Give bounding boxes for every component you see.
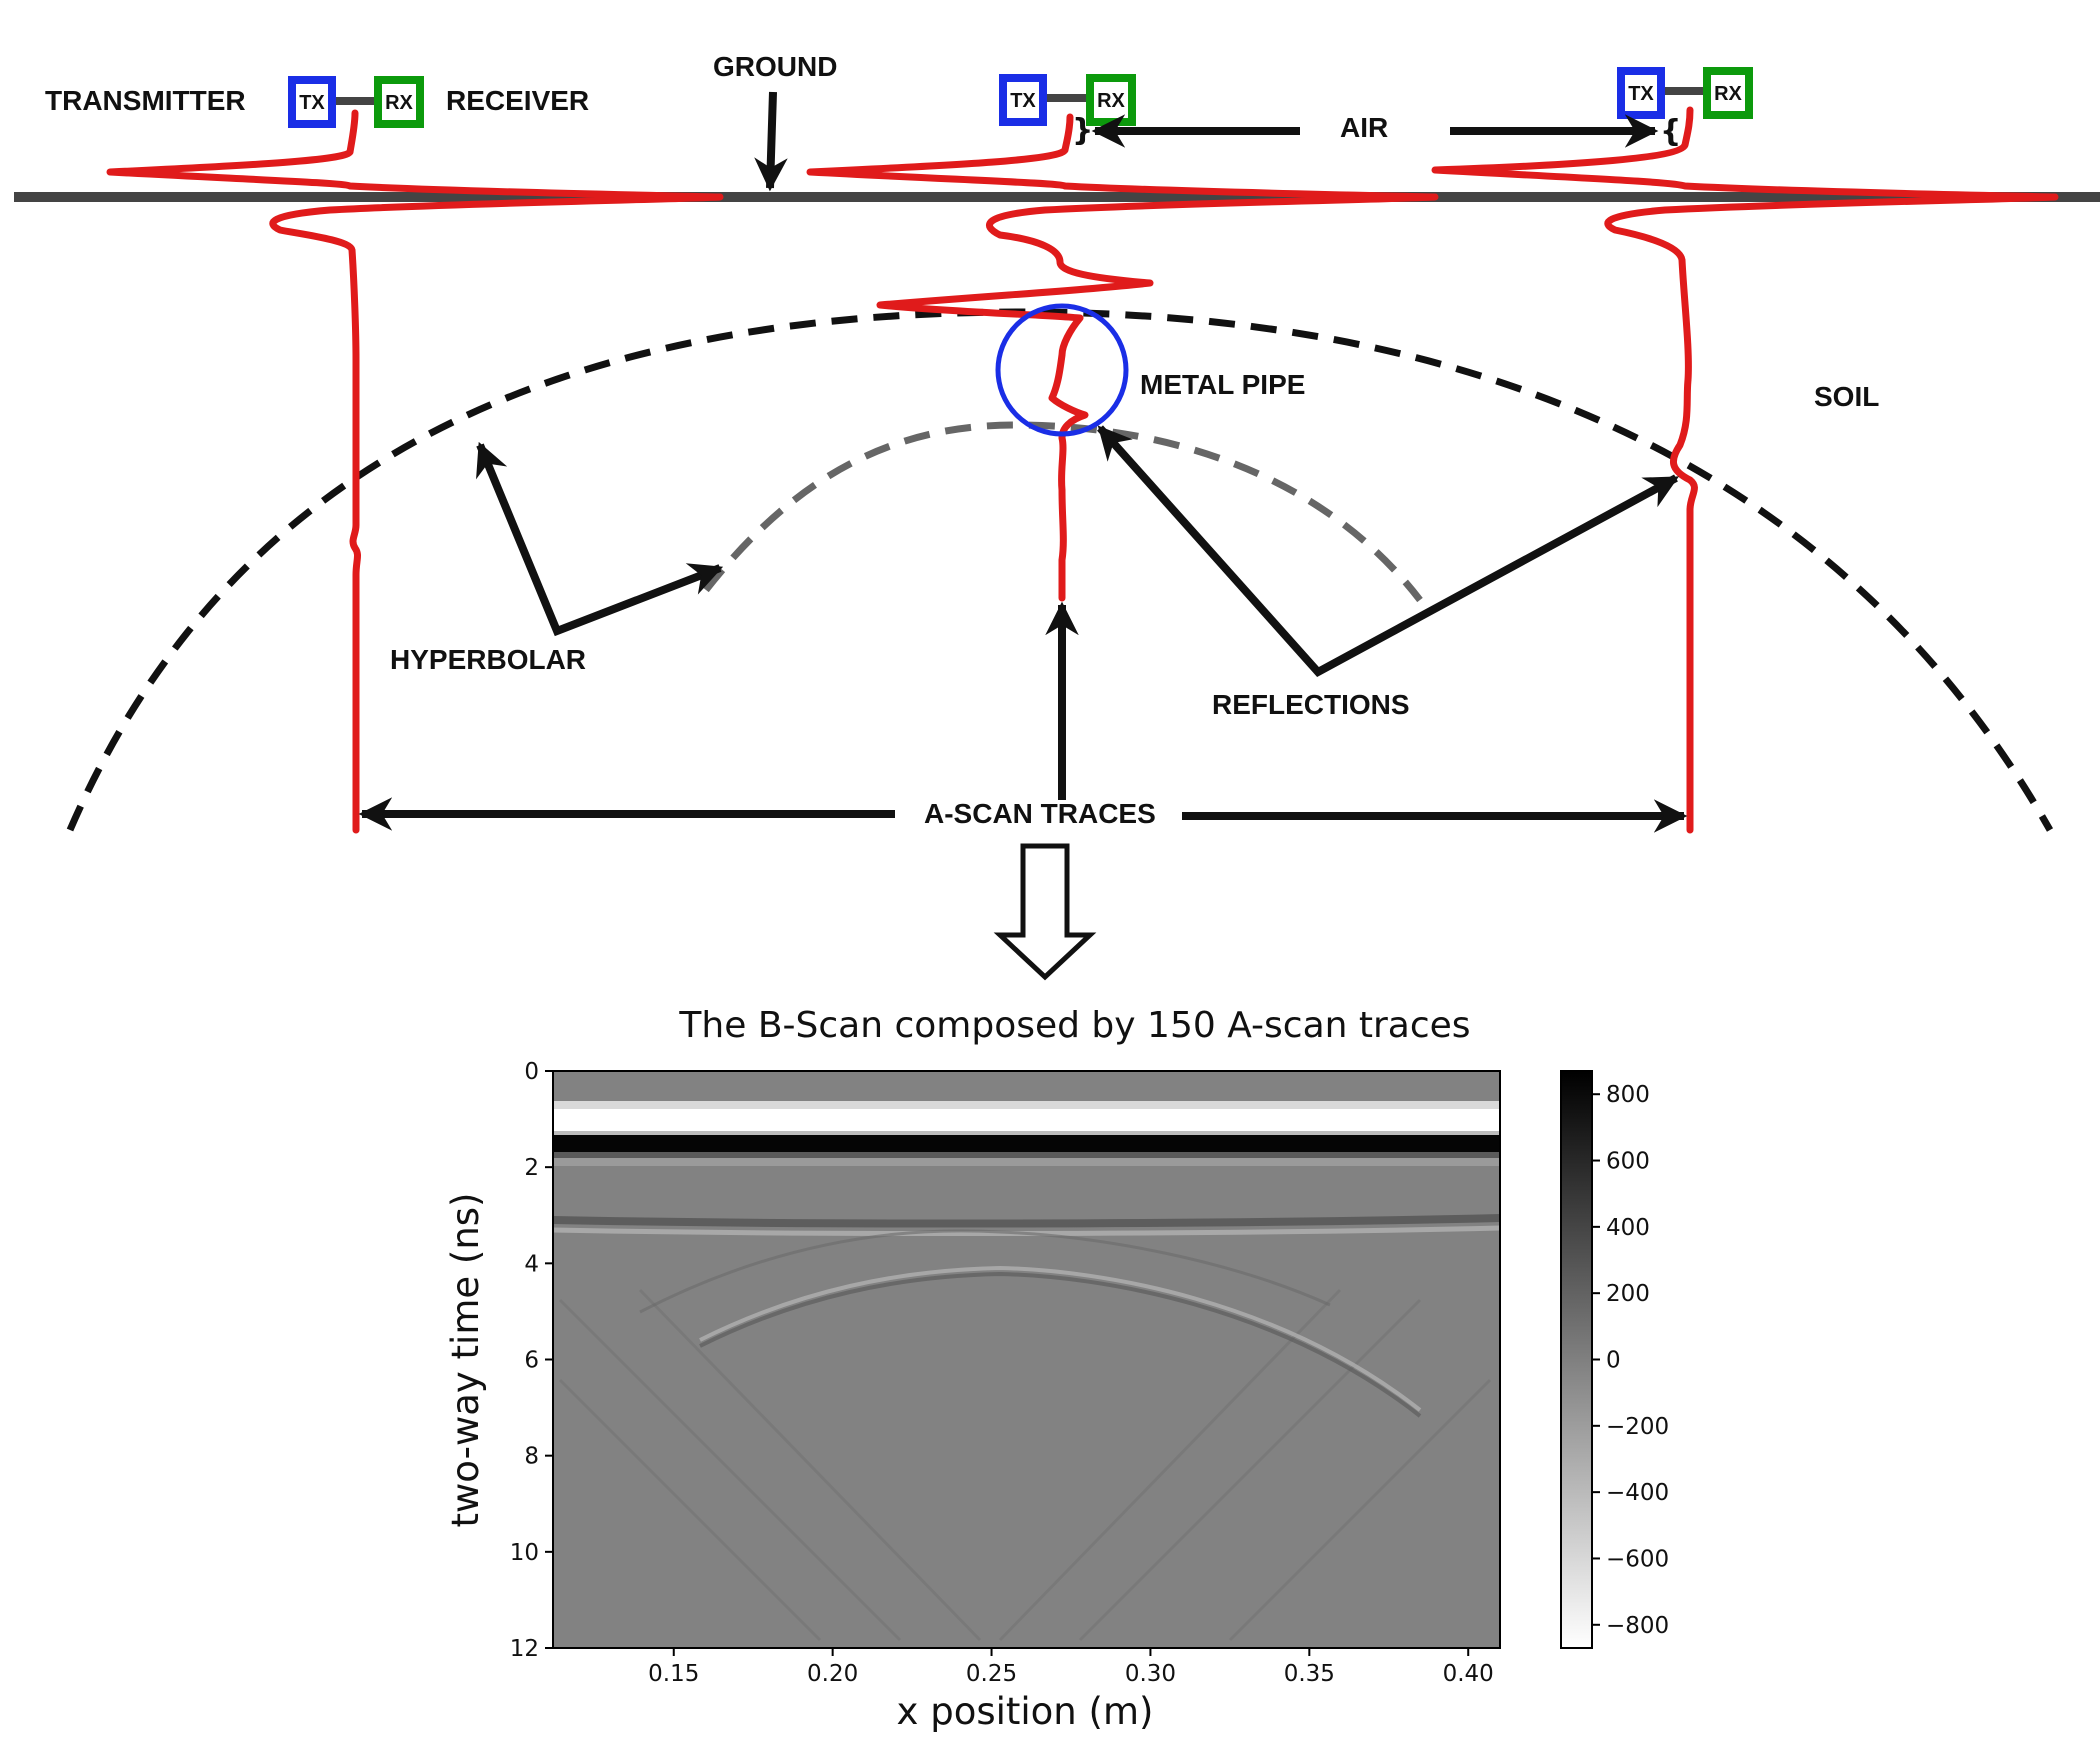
hyperbolar-label: HYPERBOLAR xyxy=(390,644,586,675)
tx-label-2: TX xyxy=(1010,90,1036,112)
rx-label-3: RX xyxy=(1714,83,1742,105)
y-tick-label: 12 xyxy=(510,1636,539,1662)
tx-label-1: TX xyxy=(299,92,325,114)
reflections-arrow xyxy=(1097,425,1679,678)
a-scan-traces-label: A-SCAN TRACES xyxy=(924,798,1156,829)
y-tick-label: 0 xyxy=(524,1059,539,1085)
colorbar: 800 600 400 200 0 −200 −400 −600 −800 xyxy=(1560,1070,1669,1649)
tx-box-1 xyxy=(288,76,336,128)
y-tick-label: 4 xyxy=(524,1251,539,1277)
air-label: AIR xyxy=(1340,112,1388,143)
antenna-pair-1: TX RX xyxy=(288,76,424,128)
down-arrow-icon xyxy=(993,843,1097,981)
x-tick-label: 0.30 xyxy=(1125,1661,1176,1687)
x-tick-label: 0.25 xyxy=(966,1661,1017,1687)
y-tick-label: 8 xyxy=(524,1444,539,1470)
transmitter-label: TRANSMITTER xyxy=(45,85,246,116)
rx-box-3 xyxy=(1703,67,1753,119)
a-scan-trace-2 xyxy=(806,113,1439,602)
y-axis: 0 2 4 6 8 10 12 xyxy=(510,1059,553,1662)
a-scan-trace-1 xyxy=(106,109,724,834)
hyperbolar-arrow xyxy=(476,441,724,637)
colorbar-tick-label: −400 xyxy=(1606,1480,1669,1506)
tx-box-3 xyxy=(1617,67,1665,119)
x-tick-label: 0.40 xyxy=(1443,1661,1494,1687)
air-gap-brace-close: } xyxy=(1072,113,1093,148)
annotation-arrows xyxy=(358,91,1688,833)
y-tick-label: 6 xyxy=(524,1348,539,1374)
chart-title: The B-Scan composed by 150 A-scan traces xyxy=(678,1005,1470,1046)
colorbar-tick-label: 600 xyxy=(1606,1149,1650,1175)
colorbar-gradient xyxy=(1560,1070,1593,1649)
reflections-label: REFLECTIONS xyxy=(1212,689,1410,720)
metal-pipe-circle xyxy=(995,303,1129,437)
y-tick-label: 10 xyxy=(510,1540,539,1566)
colorbar-tick-label: 200 xyxy=(1606,1281,1650,1307)
rx-box-1 xyxy=(374,76,424,128)
ground-label: GROUND xyxy=(713,51,837,82)
tx-label-3: TX xyxy=(1628,83,1654,105)
colorbar-tick-label: 800 xyxy=(1606,1082,1650,1108)
bscan-features xyxy=(553,1101,1500,1642)
rx-label-2: RX xyxy=(1097,90,1125,112)
x-tick-label: 0.35 xyxy=(1284,1661,1335,1687)
x-tick-label: 0.20 xyxy=(807,1661,858,1687)
colorbar-tick-label: −800 xyxy=(1606,1613,1669,1639)
rx-label-1: RX xyxy=(385,92,413,114)
colorbar-tick-label: 400 xyxy=(1606,1215,1650,1241)
colorbar-ticks: 800 600 400 200 0 −200 −400 −600 −800 xyxy=(1592,1082,1669,1639)
a-scan-trace-3 xyxy=(1431,106,2059,834)
antenna-pair-3: TX RX { xyxy=(1617,67,1753,149)
x-tick-label: 0.15 xyxy=(648,1661,699,1687)
ground-arrow xyxy=(754,91,788,192)
y-tick-label: 2 xyxy=(524,1155,539,1181)
x-axis: 0.15 0.20 0.25 0.30 0.35 0.40 xyxy=(648,1648,1494,1687)
air-gap-brace-open: { xyxy=(1660,114,1681,149)
colorbar-tick-label: −600 xyxy=(1606,1546,1669,1572)
bscan-plot xyxy=(552,1070,1501,1649)
y-axis-label: two-way time (ns) xyxy=(444,1193,487,1528)
colorbar-tick-label: 0 xyxy=(1606,1348,1621,1374)
colorbar-tick-label: −200 xyxy=(1606,1414,1669,1440)
metal-pipe-label: METAL PIPE xyxy=(1140,369,1305,400)
x-axis-label: x position (m) xyxy=(897,1690,1154,1733)
receiver-label: RECEIVER xyxy=(446,85,589,116)
tx-box-2 xyxy=(999,74,1047,126)
soil-label: SOIL xyxy=(1814,381,1879,412)
